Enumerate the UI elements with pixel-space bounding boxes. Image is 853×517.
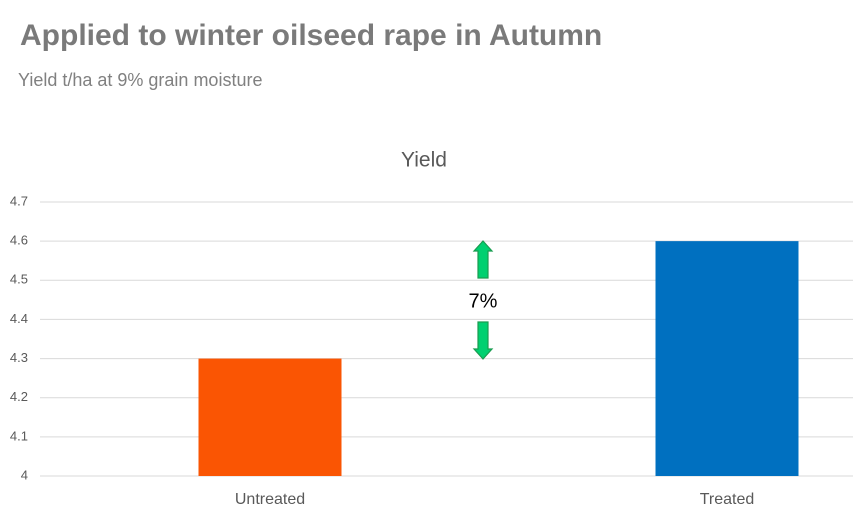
y-tick-label: 4.3 [10, 350, 28, 365]
y-tick-label: 4.2 [10, 389, 28, 404]
y-tick-label: 4.6 [10, 233, 28, 248]
page-title: Applied to winter oilseed rape in Autumn [20, 19, 602, 52]
arrow-up [472, 240, 494, 279]
x-tick-label: Treated [700, 491, 755, 508]
y-tick-label: 4.7 [10, 193, 28, 208]
arrow-down [472, 321, 494, 360]
chart-title: Yield [401, 149, 447, 172]
annotation: 7% [469, 290, 498, 312]
y-tick-label: 4.4 [10, 311, 28, 326]
y-tick-label: 4.1 [10, 428, 28, 443]
y-tick-label: 4.5 [10, 272, 28, 287]
bar [655, 241, 799, 476]
y-tick-label: 4 [21, 467, 28, 482]
x-tick-label: Untreated [235, 491, 305, 508]
marks: Untreated Treated [198, 241, 799, 508]
subtitle: Yield t/ha at 9% grain moisture [18, 70, 262, 90]
bar [198, 358, 342, 476]
